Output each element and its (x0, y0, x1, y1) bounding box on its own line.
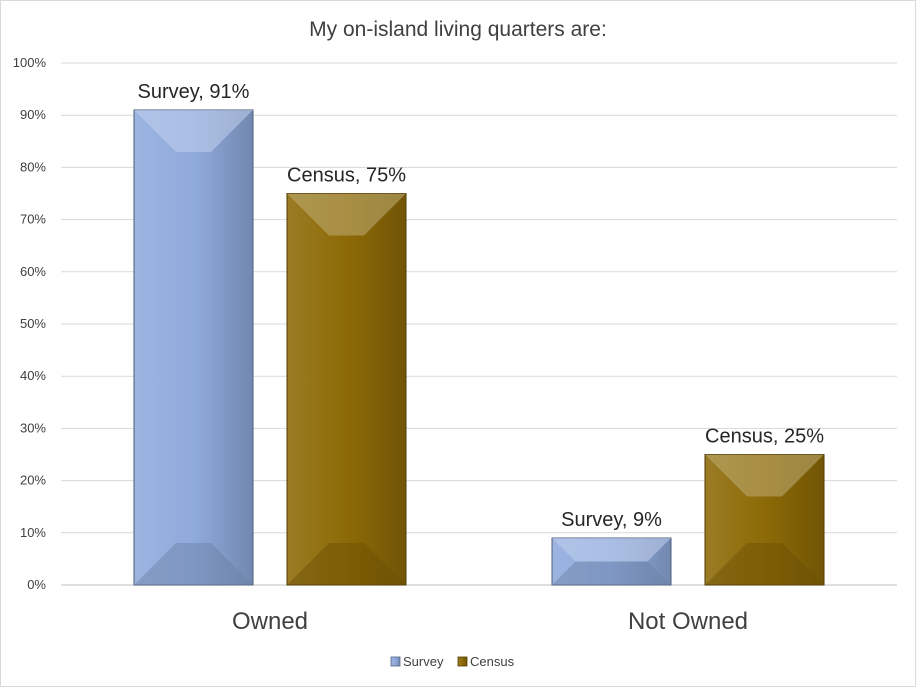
data-label: Census, 75% (287, 165, 406, 187)
bar-survey-not-owned (551, 537, 672, 586)
data-label: Census, 25% (705, 426, 824, 448)
y-tick-label: 50% (20, 316, 46, 331)
y-tick-label: 40% (20, 368, 46, 383)
y-tick-label: 30% (20, 420, 46, 435)
bar-census-not-owned (704, 454, 825, 586)
data-label: Survey, 91% (138, 81, 250, 103)
y-tick-label: 20% (20, 473, 46, 488)
y-tick-label: 60% (20, 264, 46, 279)
legend-item-census: Census (457, 654, 515, 669)
y-tick-label: 80% (20, 159, 46, 174)
x-axis-categories: Owned Not Owned (232, 608, 748, 635)
data-label: Survey, 9% (561, 509, 662, 531)
legend-item-survey: Survey (390, 654, 444, 669)
bar-census-owned (286, 193, 407, 586)
legend-label: Census (470, 654, 515, 669)
legend-swatch (390, 656, 401, 667)
legend-label: Survey (403, 654, 444, 669)
chart-title: My on-island living quarters are: (309, 18, 607, 41)
data-labels: Survey, 91% Census, 75% Survey, 9% Census, … (138, 81, 825, 531)
bars (133, 109, 825, 586)
y-tick-label: 0% (27, 577, 46, 592)
legend: Survey Census (390, 654, 515, 669)
y-tick-label: 70% (20, 212, 46, 227)
y-tick-label: 10% (20, 525, 46, 540)
category-label: Owned (232, 608, 308, 635)
category-label: Not Owned (628, 608, 748, 635)
legend-swatch (457, 656, 468, 667)
bar-survey-owned (133, 109, 254, 586)
y-tick-label: 90% (20, 107, 46, 122)
y-axis-ticks: 0% 10% 20% 30% 40% 50% 60% 70% 80% 90% 100% (13, 55, 47, 592)
y-tick-label: 100% (13, 55, 47, 70)
